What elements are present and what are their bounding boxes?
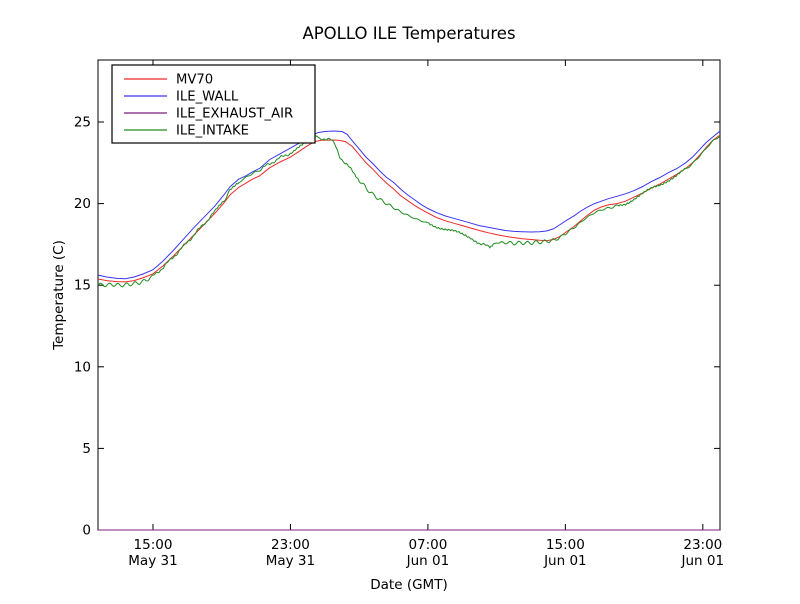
x-tick-time: 23:00 — [683, 537, 722, 553]
y-tick-label: 25 — [74, 115, 91, 131]
legend-label-ILE_INTAKE: ILE_INTAKE — [176, 124, 249, 139]
y-tick-labels: 0 5 10 15 20 25 — [74, 115, 91, 539]
series-line-ILE_WALL — [97, 130, 721, 280]
series-line-ILE_INTAKE — [97, 134, 721, 288]
legend-label-ILE_WALL: ILE_WALL — [176, 90, 239, 105]
x-tick-date: May 31 — [266, 553, 315, 569]
y-tick-label: 0 — [82, 523, 91, 539]
chart-title: APOLLO ILE Temperatures — [302, 24, 515, 43]
series-lines — [97, 130, 721, 531]
legend-label-ILE_EXHAUST_AIR: ILE_EXHAUST_AIR — [176, 107, 293, 122]
y-tick-label: 20 — [74, 196, 91, 212]
x-tick-time: 15:00 — [546, 537, 585, 553]
y-axis-label: Temperature (C) — [51, 240, 67, 351]
x-tick-time: 15:00 — [134, 537, 173, 553]
series-line-MV70 — [97, 134, 721, 283]
legend-label-MV70: MV70 — [176, 73, 213, 88]
y-tick-label: 15 — [74, 278, 91, 294]
x-tick-time: 07:00 — [408, 537, 447, 553]
x-tick-date: Jun 01 — [406, 553, 450, 569]
legend: MV70 ILE_WALL ILE_EXHAUST_AIR ILE_INTAKE — [111, 64, 316, 144]
x-tick-date: May 31 — [128, 553, 177, 569]
y-tick-label: 5 — [82, 441, 91, 457]
x-tick-time: 23:00 — [271, 537, 310, 553]
x-axis-label: Date (GMT) — [370, 577, 447, 593]
y-tick-label: 10 — [74, 359, 91, 375]
x-tick-date: Jun 01 — [681, 553, 725, 569]
x-tick-date: Jun 01 — [543, 553, 587, 569]
